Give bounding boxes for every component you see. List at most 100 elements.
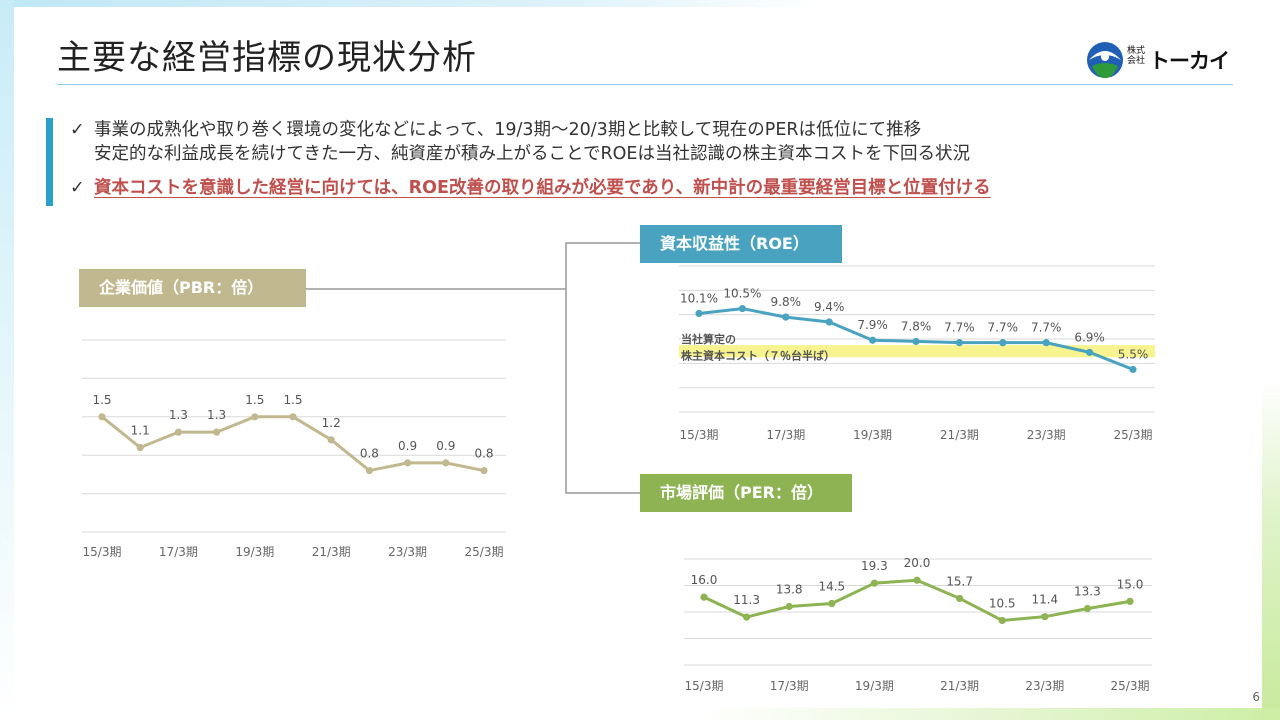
per-data-point	[828, 599, 836, 608]
pbr-data-label: 1.3	[207, 408, 226, 422]
per-data-point	[1041, 613, 1049, 621]
per-data-label: 20.0	[904, 556, 931, 570]
pbr-x-tick-label: 25/3期	[465, 545, 504, 559]
pbr-data-point	[98, 413, 106, 421]
bullet-accent-bar	[46, 118, 53, 206]
logo-mark-icon	[1087, 42, 1123, 78]
per-x-tick-label: 21/3期	[940, 679, 979, 693]
per-x-tick-label: 19/3期	[855, 679, 894, 693]
per-data-point	[956, 594, 964, 603]
roe-data-point	[738, 304, 747, 313]
roe-data-point	[1086, 348, 1094, 356]
roe-data-point	[1042, 339, 1050, 347]
per-data-label: 11.3	[733, 593, 760, 607]
roe-x-tick-label: 23/3期	[1027, 428, 1066, 442]
pbr-data-label: 1.5	[283, 393, 302, 407]
per-data-point	[998, 616, 1006, 625]
pbr-data-label: 0.9	[436, 439, 455, 453]
check-icon: ✓	[70, 178, 85, 198]
bullet-1-text-line2: 安定的な利益成長を続けてきた一方、純資産が積み上がることでROEは当社認識の株主…	[94, 144, 970, 164]
roe-data-label: 10.5%	[723, 287, 761, 301]
pbr-data-point	[404, 459, 412, 467]
page-number: 6	[1252, 690, 1260, 704]
per-data-label: 14.5	[818, 580, 845, 594]
cost-band-label: 当社算定の	[681, 332, 736, 346]
pbr-x-tick-label: 17/3期	[159, 545, 198, 559]
logo-small-text: 株式 会社	[1127, 46, 1146, 66]
cost-of-equity-band	[679, 345, 1155, 358]
cost-band-label: 株主資本コスト（７％台半ば）	[681, 348, 835, 362]
roe-x-tick-label: 25/3期	[1114, 428, 1153, 442]
bullet-1-text: 事業の成熟化や取り巻く環境の変化などによって、19/3期〜20/3期と比較して現…	[94, 120, 922, 140]
roe-data-label: 9.4%	[814, 300, 845, 314]
roe-data-point	[1129, 365, 1137, 374]
per-data-label: 11.4	[1031, 593, 1058, 607]
roe-data-point	[955, 339, 964, 347]
pbr-data-label: 0.8	[360, 447, 379, 461]
per-data-point	[785, 602, 793, 611]
pbr-data-point	[327, 436, 335, 444]
roe-data-label: 7.7%	[944, 321, 975, 335]
pbr-data-point	[213, 428, 221, 436]
per-data-label: 19.3	[861, 559, 888, 573]
roe-data-label: 9.8%	[771, 295, 802, 309]
per-x-tick-label: 25/3期	[1111, 679, 1150, 693]
pbr-chart-title: 企業価値（PBR：倍）	[79, 269, 306, 307]
top-decoration	[0, 0, 820, 7]
pbr-data-label: 1.3	[169, 408, 188, 422]
per-data-point	[913, 576, 921, 584]
pbr-x-tick-label: 19/3期	[235, 545, 274, 559]
page-title: 主要な経営指標の現状分析	[57, 38, 477, 78]
bullet-2-text: 資本コストを意識した経営に向けては、ROE改善の取り組みが必要であり、新中計の最…	[94, 178, 991, 198]
pbr-data-point	[365, 466, 373, 475]
per-x-tick-label: 17/3期	[770, 679, 809, 693]
pbr-data-point	[251, 413, 259, 421]
roe-data-point	[695, 309, 703, 318]
pbr-data-label: 1.2	[322, 416, 341, 430]
roe-x-tick-label: 17/3期	[766, 428, 805, 442]
pbr-data-point	[442, 459, 450, 467]
per-data-point	[1126, 597, 1134, 606]
per-chart-title: 市場評価（PER：倍）	[640, 474, 852, 512]
company-logo: 株式 会社 トーカイ	[1085, 40, 1235, 80]
pbr-x-tick-label: 15/3期	[83, 545, 122, 559]
roe-x-tick-label: 19/3期	[853, 428, 892, 442]
per-data-label: 16.0	[691, 573, 718, 587]
pbr-data-label: 1.5	[92, 393, 111, 407]
pbr-data-point	[174, 428, 182, 436]
roe-data-point	[869, 336, 877, 344]
pbr-data-label: 1.1	[131, 424, 150, 438]
per-data-label: 13.8	[776, 582, 803, 596]
roe-data-point	[782, 313, 790, 321]
pbr-x-tick-label: 21/3期	[312, 545, 351, 559]
per-data-point	[1083, 605, 1091, 613]
roe-data-label: 6.9%	[1074, 330, 1105, 344]
roe-data-point	[825, 318, 833, 326]
right-decoration	[1262, 380, 1280, 720]
roe-data-label: 7.9%	[857, 318, 888, 332]
pbr-data-label: 0.8	[474, 447, 493, 461]
roe-x-tick-label: 21/3期	[940, 428, 979, 442]
per-x-tick-label: 15/3期	[685, 679, 724, 693]
pbr-series-line	[101, 415, 485, 473]
per-data-point	[743, 613, 751, 621]
pbr-x-tick-label: 23/3期	[388, 545, 427, 559]
roe-data-label: 7.7%	[988, 321, 1019, 335]
per-data-label: 13.3	[1074, 585, 1101, 599]
per-data-label: 15.0	[1117, 577, 1144, 591]
title-divider	[57, 84, 1233, 85]
pbr-data-point	[480, 466, 488, 475]
pbr-data-label: 0.9	[398, 439, 417, 453]
roe-chart-title: 資本収益性（ROE）	[640, 225, 842, 263]
per-data-label: 10.5	[989, 596, 1016, 610]
per-series-line	[703, 578, 1131, 622]
pbr-data-point	[136, 443, 144, 452]
per-data-point	[700, 593, 708, 601]
roe-data-point	[999, 339, 1007, 347]
logo-brand-text: トーカイ	[1149, 49, 1230, 73]
roe-data-point	[912, 337, 920, 346]
pbr-data-label: 1.5	[245, 393, 264, 407]
roe-data-label: 7.8%	[901, 319, 932, 333]
